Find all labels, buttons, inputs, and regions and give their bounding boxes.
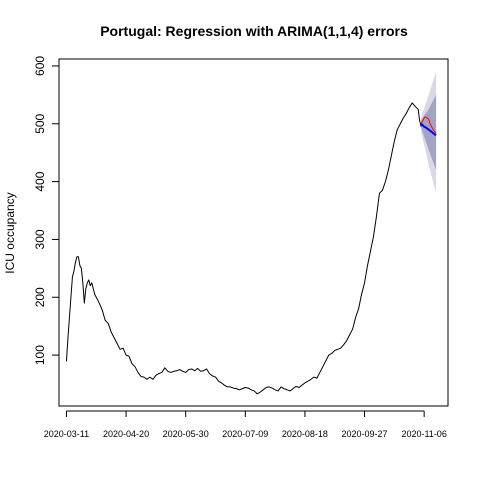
y-tick-label: 400 xyxy=(33,171,47,191)
y-tick-label: 300 xyxy=(33,229,47,249)
y-tick-label: 600 xyxy=(33,56,47,76)
x-tick-label: 2020-09-27 xyxy=(342,429,388,439)
y-axis-label: ICU occupancy xyxy=(3,192,17,273)
x-tick-label: 2020-03-11 xyxy=(44,429,89,439)
x-tick-label: 2020-05-30 xyxy=(163,429,209,439)
series-line-actual_test xyxy=(420,116,437,134)
series-line-observed xyxy=(65,102,422,395)
x-tick-label: 2020-08-18 xyxy=(282,429,328,439)
series-lines xyxy=(65,102,437,395)
y-tick-label: 500 xyxy=(33,113,47,133)
prediction-intervals xyxy=(421,71,437,194)
x-tick-label: 2020-11-06 xyxy=(401,429,446,439)
y-tick-label: 200 xyxy=(33,287,47,307)
chart-title: Portugal: Regression with ARIMA(1,1,4) e… xyxy=(100,23,408,39)
x-tick-label: 2020-04-20 xyxy=(103,429,149,439)
y-tick-label: 100 xyxy=(33,345,47,365)
x-tick-label: 2020-07-09 xyxy=(222,429,268,439)
interval-band-80 xyxy=(421,94,437,171)
y-axis: 100 200 300 400 500 600 xyxy=(33,56,60,365)
x-axis: 2020-03-11 2020-04-20 2020-05-30 2020-07-09… xyxy=(44,410,447,439)
series-line-forecast xyxy=(420,123,437,137)
